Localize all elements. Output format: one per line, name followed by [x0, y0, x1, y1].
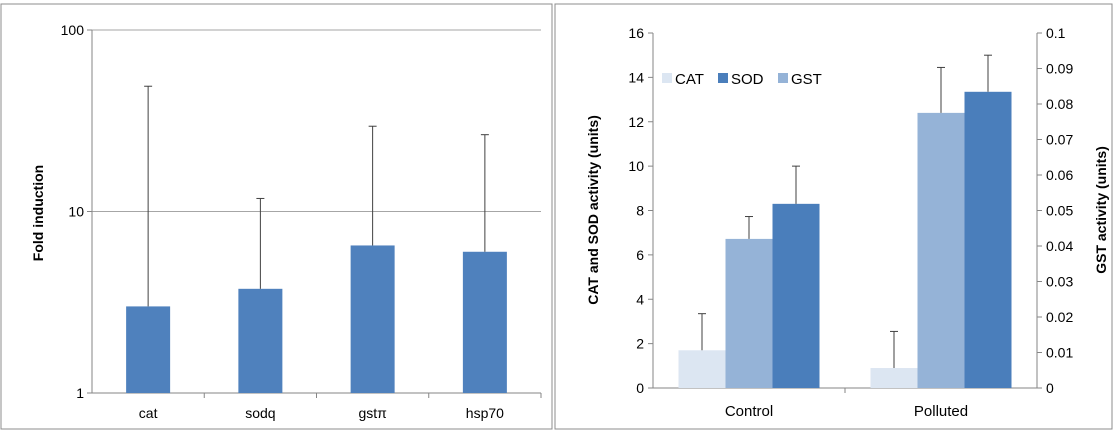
right-right-tick-label: 0.03	[1046, 274, 1073, 290]
right-bar-sod-1	[964, 91, 1012, 388]
right-category-labels: Control Polluted	[725, 403, 968, 420]
left-bar-1	[238, 288, 283, 393]
left-bar-3	[462, 251, 507, 393]
legend: CAT SOD GST	[662, 71, 822, 88]
right-left-tick-label: 2	[636, 336, 644, 352]
legend-swatch-cat	[662, 73, 672, 83]
left-bar-2	[350, 245, 395, 393]
right-right-tick-label: 0	[1046, 380, 1054, 396]
right-y-axis-title: CAT and SOD activity (units)	[585, 115, 601, 305]
right-bar-gst-0	[725, 238, 773, 388]
left-category-label: hsp70	[466, 405, 504, 421]
right-left-tick-label: 8	[636, 203, 644, 219]
legend-swatch-sod	[718, 73, 728, 83]
right-left-tick-label: 14	[628, 69, 644, 85]
right-left-tick-label: 6	[636, 247, 644, 263]
right-right-tick-label: 0.05	[1046, 203, 1073, 219]
legend-swatch-gst	[778, 73, 788, 83]
right-right-tick-label: 0.1	[1046, 25, 1066, 41]
left-category-label: cat	[139, 405, 158, 421]
right-right-tick-label: 0.01	[1046, 345, 1073, 361]
left-y-tick-label: 1	[76, 385, 84, 401]
right-bars	[678, 91, 1012, 388]
left-bars	[126, 245, 507, 393]
right-y2-axis-title: GST activity (units)	[1093, 146, 1109, 274]
left-y-tick-label: 100	[61, 22, 85, 38]
right-bar-gst-1	[917, 112, 965, 388]
left-error-bars	[144, 85, 489, 307]
left-y-axis-title: Fold induction	[30, 165, 46, 261]
right-category-label: Control	[725, 403, 773, 420]
right-category-label: Polluted	[914, 403, 968, 420]
right-right-tick-label: 0.09	[1046, 61, 1073, 77]
right-left-tick-label: 0	[636, 380, 644, 396]
right-right-tick-label: 0.06	[1046, 167, 1073, 183]
right-left-tick-label: 10	[628, 158, 644, 174]
left-bar-0	[126, 306, 171, 393]
left-y-tick-label: 10	[68, 204, 84, 220]
left-category-labels: cat sodq gstπ hsp70	[139, 405, 504, 421]
left-category-label: sodq	[245, 405, 275, 421]
right-right-tick-label: 0.02	[1046, 309, 1073, 325]
right-bar-cat-0	[678, 350, 726, 388]
legend-label-cat: CAT	[675, 71, 704, 88]
right-error-bars	[698, 54, 992, 369]
right-right-tick-labels: 0 0.01 0.02 0.03 0.04 0.05 0.06 0.07 0.08 0.09 0.1	[1046, 25, 1073, 396]
right-bar-cat-1	[870, 368, 918, 388]
right-panel-frame	[554, 3, 1113, 430]
right-right-tick-label: 0.08	[1046, 96, 1073, 112]
right-left-tick-label: 4	[636, 291, 644, 307]
left-category-label: gstπ	[358, 405, 387, 421]
right-right-tick-label: 0.07	[1046, 132, 1073, 148]
legend-label-gst: GST	[791, 71, 822, 88]
left-y-tick-labels: 1 10 100	[61, 22, 85, 401]
right-bar-sod-0	[772, 203, 820, 388]
legend-label-sod: SOD	[731, 71, 764, 88]
right-left-tick-label: 12	[628, 114, 644, 130]
right-right-tick-label: 0.04	[1046, 238, 1073, 254]
right-left-tick-labels: 0 2 4 6 8 10 12 14 16	[628, 25, 644, 396]
right-left-tick-label: 16	[628, 25, 644, 41]
